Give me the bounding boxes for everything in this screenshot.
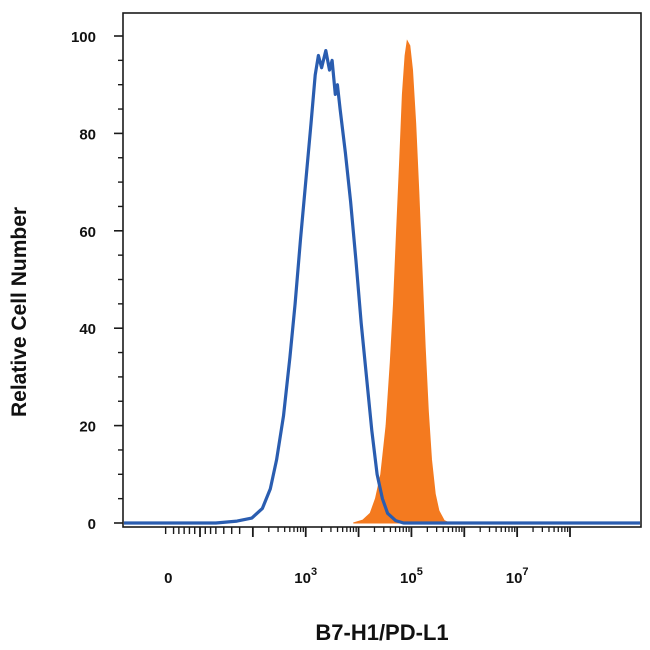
filled-histogram-series [353,39,450,524]
y-tick-label: 60 [79,224,96,241]
x-axis: 0 103 105 107 [164,527,571,587]
x-tick-label: 103 [294,566,317,587]
x-tick-label: 0 [164,570,172,587]
x-axis-title: B7-H1/PD-L1 [315,620,448,645]
x-tick-label: 107 [506,566,529,587]
x-tick-label: 105 [400,566,423,587]
y-tick-label: 100 [71,29,96,46]
y-axis: 0 20 40 60 80 100 [71,29,123,533]
outline-histogram-series [124,49,640,525]
y-tick-label: 0 [88,516,96,533]
y-tick-label: 20 [79,419,96,436]
y-axis-title: Relative Cell Number [8,207,31,417]
series-layer [124,39,640,525]
y-tick-label: 80 [79,126,96,143]
plot-frame [122,12,642,528]
y-tick-label: 40 [79,321,96,338]
